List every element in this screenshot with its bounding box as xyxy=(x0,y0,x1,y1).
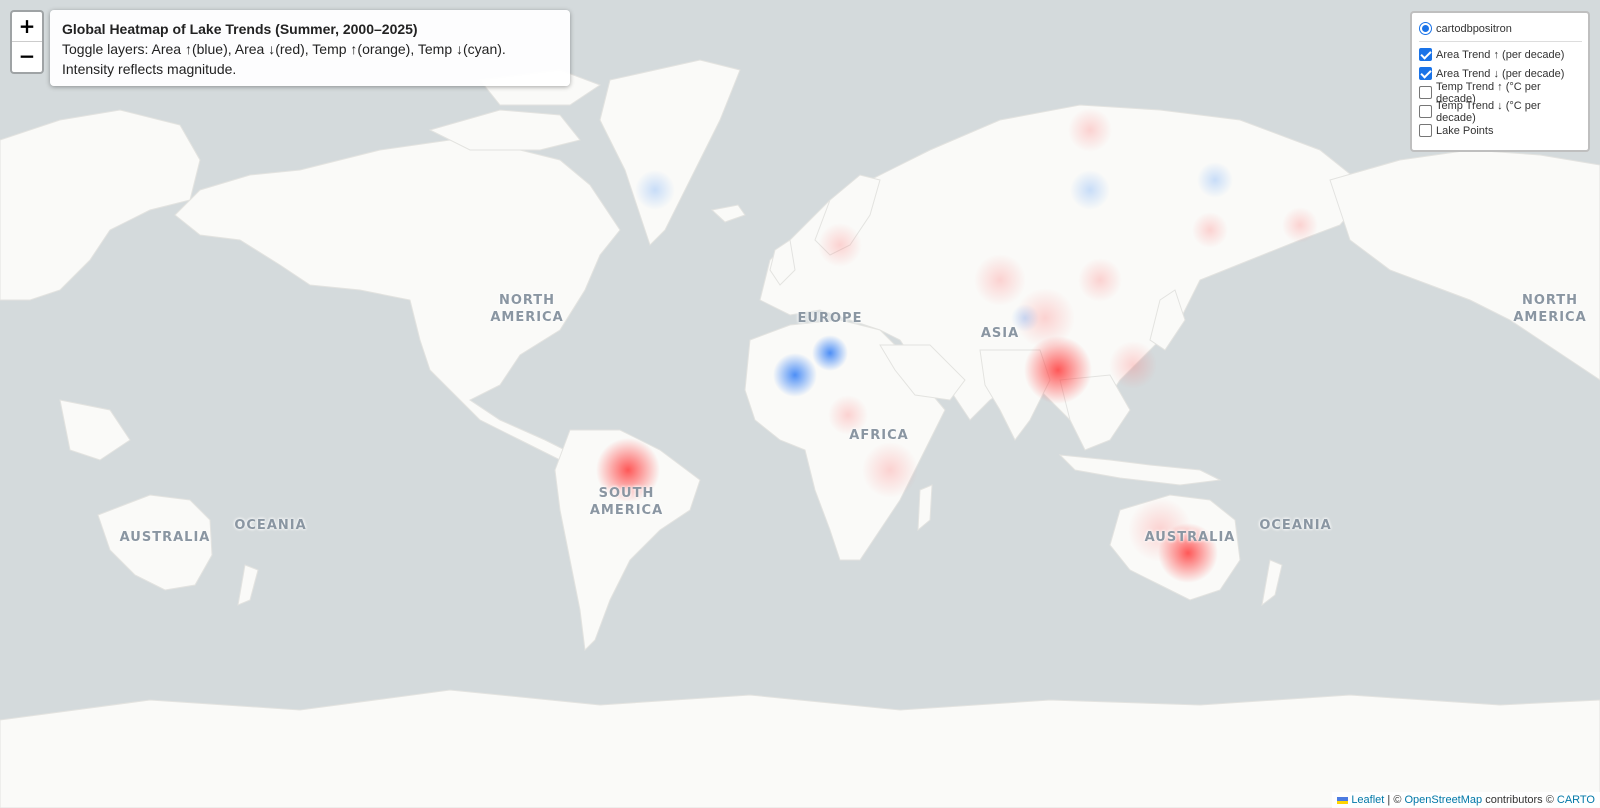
leaflet-link[interactable]: Leaflet xyxy=(1351,794,1385,806)
land-australia-wrapped xyxy=(97,494,213,591)
base-layer-option[interactable]: cartodbpositron xyxy=(1419,19,1582,38)
overlay-area-down-label: Area Trend ↓ (per decade) xyxy=(1436,67,1565,80)
land-antarctica xyxy=(0,689,1600,808)
heat-spot-tunisia xyxy=(812,335,848,371)
land-south-america xyxy=(554,429,701,652)
label-oceania-right: OCEANIA xyxy=(1259,518,1332,533)
overlay-temp-down[interactable]: Temp Trend ↓ (°C per decade) xyxy=(1419,99,1582,124)
overlay-temp-up-label: Temp Trend ↑ (°C per decade) xyxy=(1436,80,1541,105)
heat-spot-siberia xyxy=(1192,212,1228,248)
layer-control: cartodbpositron Area Trend ↑ (per decade… xyxy=(1410,11,1590,152)
info-panel: Global Heatmap of Lake Trends (Summer, 2… xyxy=(50,10,570,86)
base-layer-label: cartodbpositron xyxy=(1436,22,1512,35)
heat-spot-greenland xyxy=(635,170,675,210)
overlay-temp-up-checkbox[interactable] xyxy=(1419,86,1432,99)
ukraine-flag-icon xyxy=(1337,796,1349,804)
overlay-lake-points-checkbox[interactable] xyxy=(1419,124,1432,137)
overlay-area-up-checkbox[interactable] xyxy=(1419,48,1432,61)
overlay-temp-down-checkbox[interactable] xyxy=(1419,105,1432,118)
carto-link[interactable]: CARTO xyxy=(1556,794,1595,806)
heat-spot-tibet xyxy=(1024,336,1092,404)
base-layer-radio[interactable] xyxy=(1419,22,1432,35)
overlay-lake-points-label: Lake Points xyxy=(1436,124,1494,137)
info-intensity-note: Intensity reflects magnitude. xyxy=(62,61,237,77)
heat-spot-russia-east xyxy=(1068,108,1112,152)
overlay-area-down[interactable]: Area Trend ↓ (per decade) xyxy=(1419,64,1582,83)
osm-link[interactable]: OpenStreetMap xyxy=(1404,794,1483,806)
heat-spot-sahel xyxy=(828,395,868,435)
label-north-america-left: NORTH AMERICA xyxy=(490,293,564,325)
label-oceania-left: OCEANIA xyxy=(234,518,307,533)
heat-area-up xyxy=(635,162,1233,397)
layer-separator xyxy=(1419,41,1582,42)
overlay-temp-down-label: Temp Trend ↓ (°C per decade) xyxy=(1436,99,1541,124)
heat-spot-china-east xyxy=(1109,341,1157,389)
heat-spot-scandinavia xyxy=(818,223,862,267)
zoom-in-button[interactable]: + xyxy=(12,12,42,42)
heat-spot-mongolia xyxy=(1078,258,1122,302)
attribution-contrib: contributors © xyxy=(1482,794,1557,806)
info-description: Toggle layers: Area ↑(blue), Area ↓(red)… xyxy=(62,41,506,57)
heat-spot-central-siberia xyxy=(1197,162,1233,198)
heat-spot-australia-w xyxy=(1128,498,1192,562)
overlay-temp-up[interactable]: Temp Trend ↑ (°C per decade) xyxy=(1419,80,1582,105)
label-australia-right: AUSTRALIA xyxy=(1144,530,1236,545)
attribution-sep: | © xyxy=(1384,794,1405,806)
overlay-area-up-label: Area Trend ↑ (per decade) xyxy=(1436,48,1565,61)
overlay-lake-points[interactable]: Lake Points xyxy=(1419,121,1582,140)
label-europe: EUROPE xyxy=(797,311,863,326)
label-north-america-right: NORTH AMERICA xyxy=(1513,293,1587,325)
land-greenland xyxy=(599,59,741,246)
heat-spot-far-east xyxy=(1282,207,1318,243)
heat-spot-kazakhstan xyxy=(974,254,1026,306)
heat-spot-morocco xyxy=(773,353,817,397)
attribution-bar: Leaflet | © OpenStreetMap contributors ©… xyxy=(1332,792,1600,808)
heat-spot-west-siberia xyxy=(1070,170,1110,210)
label-australia-left: AUSTRALIA xyxy=(119,530,211,545)
label-south-america: SOUTH AMERICA xyxy=(589,486,664,518)
label-asia: ASIA xyxy=(980,326,1020,341)
overlay-area-down-checkbox[interactable] xyxy=(1419,67,1432,80)
heat-spot-central-asia-blue xyxy=(1011,304,1039,332)
zoom-control: + − xyxy=(10,10,44,74)
heat-area-down xyxy=(596,108,1318,583)
heat-spot-central-asia xyxy=(1015,288,1075,348)
overlay-area-up[interactable]: Area Trend ↑ (per decade) xyxy=(1419,45,1582,64)
zoom-out-button[interactable]: − xyxy=(18,44,36,68)
heat-spot-amazon xyxy=(596,438,660,502)
heat-spot-east-africa xyxy=(862,442,918,498)
label-africa: AFRICA xyxy=(849,428,909,443)
info-title: Global Heatmap of Lake Trends (Summer, 2… xyxy=(62,21,418,37)
